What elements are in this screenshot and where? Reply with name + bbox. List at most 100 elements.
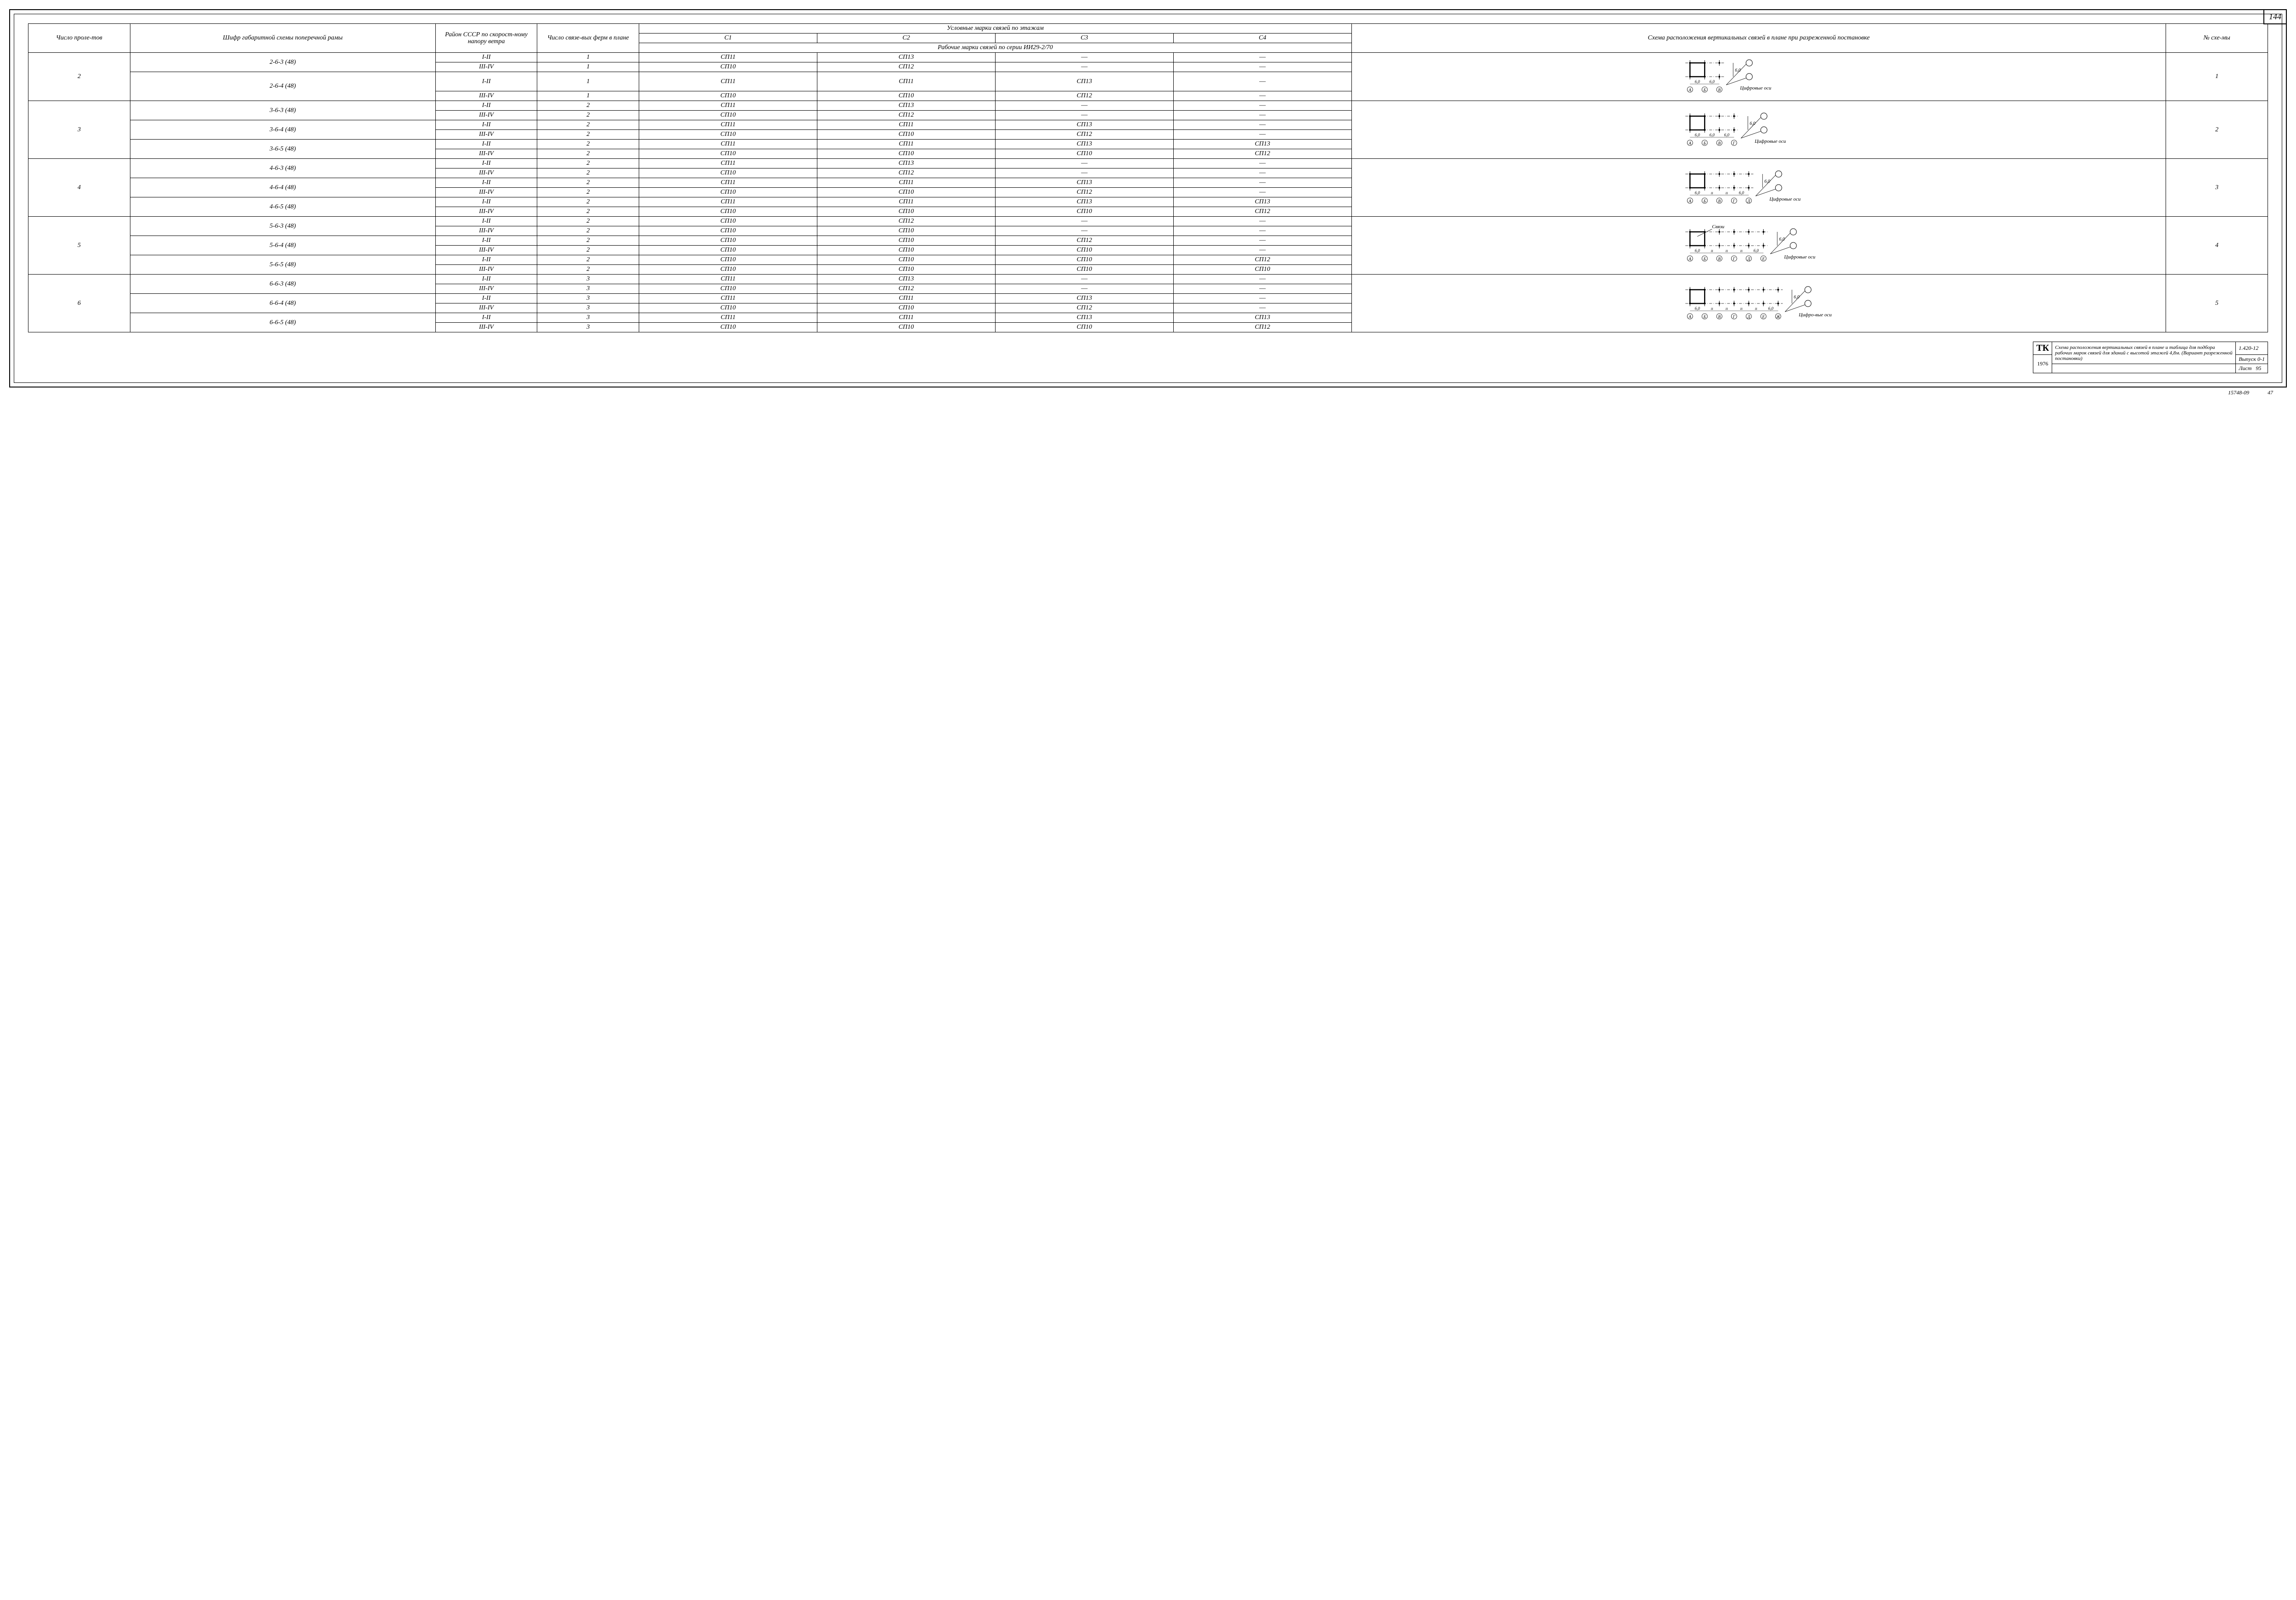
cell-c4: — (1173, 111, 1351, 120)
cell-code: 6-6-4 (48) (130, 294, 435, 313)
cell-spans: 2 (28, 53, 130, 101)
cell-c2: СП11 (817, 72, 995, 91)
cell-c2: СП13 (817, 101, 995, 111)
svg-text:Б: Б (1703, 314, 1706, 319)
table-row: 55-6-3 (48)I-II2СП10СП12——Связи6,0Цифров… (28, 217, 2268, 226)
footer-codes: 15748-09 47 (9, 389, 2287, 396)
svg-text:Д: Д (1747, 257, 1750, 261)
cell-c3: СП13 (995, 197, 1173, 207)
cell-scheme: 6,0Цифровые осиА6,0Б6,0В6,0Г (1351, 101, 2166, 159)
cell-c3: — (995, 168, 1173, 178)
cell-c1: СП11 (639, 159, 817, 168)
cell-c4: — (1173, 159, 1351, 168)
cell-scheme: Связи6,0Цифровые осиА6,0БııВııГııД6,0Е (1351, 217, 2166, 275)
cell-region: III-IV (435, 188, 537, 197)
cell-c4: — (1173, 217, 1351, 226)
svg-text:ıı: ıı (1740, 306, 1742, 311)
cell-c2: СП12 (817, 111, 995, 120)
hdr-c4: С4 (1173, 34, 1351, 43)
cell-c4: СП13 (1173, 197, 1351, 207)
cell-c2: СП10 (817, 246, 995, 255)
svg-text:Цифровые оси: Цифровые оси (1739, 85, 1771, 91)
svg-text:Цифровые оси: Цифровые оси (1769, 196, 1801, 202)
cell-schemeno: 1 (2166, 53, 2268, 101)
tk-year: 1976 (2033, 355, 2052, 373)
svg-text:А: А (1688, 88, 1691, 92)
cell-code: 2-6-4 (48) (130, 72, 435, 101)
cell-region: I-II (435, 53, 537, 62)
sheet-label: Лист (2239, 365, 2251, 371)
cell-region: I-II (435, 313, 537, 323)
cell-c3: СП10 (995, 149, 1173, 159)
cell-c2: СП10 (817, 265, 995, 275)
cell-region: I-II (435, 140, 537, 149)
cell-c2: СП10 (817, 303, 995, 313)
cell-region: III-IV (435, 62, 537, 72)
cell-region: I-II (435, 217, 537, 226)
cell-c3: СП12 (995, 303, 1173, 313)
cell-count: 3 (537, 275, 639, 284)
svg-text:6,0: 6,0 (1694, 306, 1700, 311)
svg-text:6,0: 6,0 (1768, 306, 1773, 311)
cell-c3: — (995, 275, 1173, 284)
cell-region: I-II (435, 120, 537, 130)
table-row: 66-6-3 (48)I-II3СП11СП13——6,0Цифро-вые о… (28, 275, 2268, 284)
cell-count: 2 (537, 178, 639, 188)
cell-count: 3 (537, 313, 639, 323)
svg-text:Б: Б (1703, 88, 1706, 92)
cell-c1: СП10 (639, 91, 817, 101)
svg-text:В: В (1718, 88, 1721, 92)
cell-c1: СП10 (639, 255, 817, 265)
cell-c3: — (995, 62, 1173, 72)
cell-c1: СП10 (639, 217, 817, 226)
svg-text:6,0: 6,0 (1739, 191, 1744, 195)
svg-text:ıı: ıı (1725, 306, 1728, 311)
cell-code: 6-6-3 (48) (130, 275, 435, 294)
cell-c1: СП10 (639, 284, 817, 294)
cell-c2: СП11 (817, 178, 995, 188)
cell-c3: СП12 (995, 91, 1173, 101)
cell-c4: СП12 (1173, 207, 1351, 217)
cell-c4: СП13 (1173, 313, 1351, 323)
cell-c3: СП13 (995, 294, 1173, 303)
cell-c2: СП10 (817, 236, 995, 246)
cell-c1: СП10 (639, 226, 817, 236)
cell-c4: — (1173, 275, 1351, 284)
cell-c3: — (995, 101, 1173, 111)
cell-c1: СП11 (639, 72, 817, 91)
svg-text:ıı: ıı (1740, 248, 1742, 253)
cell-count: 2 (537, 101, 639, 111)
cell-schemeno: 3 (2166, 159, 2268, 217)
cell-c3: СП10 (995, 265, 1173, 275)
cell-c4: СП10 (1173, 265, 1351, 275)
cell-count: 2 (537, 207, 639, 217)
cell-c1: СП10 (639, 130, 817, 140)
svg-text:Д: Д (1747, 199, 1750, 203)
cell-count: 1 (537, 53, 639, 62)
hdr-c2: С2 (817, 34, 995, 43)
cell-scheme: 6,0Цифровые осиА6,0БııВııГ6,0Д (1351, 159, 2166, 217)
cell-count: 2 (537, 159, 639, 168)
scheme-svg: Связи6,0Цифровые осиА6,0БııВııГııД6,0Е (1355, 223, 2163, 269)
cell-region: III-IV (435, 303, 537, 313)
cell-c3: — (995, 284, 1173, 294)
scheme-svg: 6,0Цифровые осиА6,0Б6,0В6,0Г (1355, 107, 2163, 153)
cell-count: 1 (537, 72, 639, 91)
hdr-marks-sub: Рабочие марки связей по серии ИИ29-2/70 (639, 43, 1352, 53)
cell-count: 2 (537, 265, 639, 275)
cell-count: 2 (537, 246, 639, 255)
cell-count: 2 (537, 120, 639, 130)
cell-count: 2 (537, 140, 639, 149)
cell-c3: СП13 (995, 313, 1173, 323)
hdr-count: Число связе-вых ферм в плане (537, 24, 639, 53)
svg-text:ıı: ıı (1725, 191, 1728, 195)
cell-region: I-II (435, 101, 537, 111)
cell-c3: — (995, 111, 1173, 120)
cell-c2: СП11 (817, 120, 995, 130)
hdr-code: Шифр габаритной схемы поперечной рамы (130, 24, 435, 53)
cell-c4: — (1173, 91, 1351, 101)
cell-c2: СП13 (817, 53, 995, 62)
cell-schemeno: 4 (2166, 217, 2268, 275)
svg-text:Связи: Связи (1712, 224, 1724, 230)
cell-c3: СП10 (995, 246, 1173, 255)
